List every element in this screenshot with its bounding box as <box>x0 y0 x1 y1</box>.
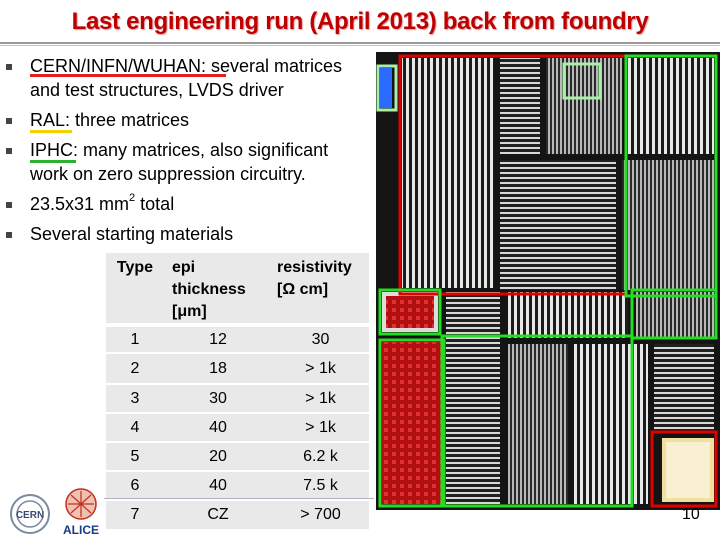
epi-thickness-cell: 40 <box>209 476 227 494</box>
slide-title: Last engineering run (April 2013) back f… <box>71 8 649 35</box>
cern-logo-text: CERN <box>16 510 44 521</box>
page-number: 10 <box>682 506 700 523</box>
highlight-underline-yellow <box>30 130 72 133</box>
footer-divider <box>104 498 374 499</box>
frame-green <box>630 288 718 340</box>
resistivity-cell: 7.5 k <box>303 476 338 494</box>
resistivity-cell: > 1k <box>305 359 336 377</box>
table-row: 5 20 6.2 k <box>106 443 369 470</box>
epi-thickness-cell: 40 <box>209 418 227 436</box>
type-cell: 2 <box>130 359 140 377</box>
type-cell: 5 <box>130 447 140 465</box>
alice-logo-icon: ALICE <box>63 488 99 537</box>
bullet-text-line: 23.5x31 mm2 total <box>30 192 380 216</box>
resistivity-cell: > 1k <box>305 418 336 436</box>
bullet-text-line: RAL: three matrices <box>30 110 190 130</box>
epi-thickness-cell: CZ <box>207 506 229 523</box>
bullet-text-line: work on zero suppression circuitry. <box>30 164 306 184</box>
epi-thickness-cell: 30 <box>209 389 227 407</box>
table-header-row: Type epi thickness [μm] resistivity [Ω c… <box>106 253 369 323</box>
area-value: 23.5x31 mm <box>30 194 130 214</box>
bullet-square-icon <box>6 148 12 154</box>
header-epi-line: epi <box>172 259 196 276</box>
bullet-text-line: CERN/INFN/WUHAN: several matrices <box>30 56 343 76</box>
epi-thickness-cell: 18 <box>209 359 227 377</box>
table-row: 7 CZ > 700 <box>106 501 369 529</box>
type-cell: 1 <box>130 330 140 348</box>
type-cell: 7 <box>130 506 140 523</box>
header-epi-line: thickness <box>172 281 246 298</box>
bullet-text-line: Several starting materials <box>30 224 234 244</box>
header-resistivity: resistivity [Ω cm] <box>272 253 369 323</box>
header-type: Type <box>116 259 154 276</box>
chip-layout-image <box>376 52 720 510</box>
title-divider <box>0 42 720 44</box>
area-exponent: 2 <box>129 192 136 204</box>
resistivity-cell: > 1k <box>305 389 336 407</box>
header-epi-thickness: epi thickness [μm] <box>166 253 270 323</box>
header-res-line: resistivity <box>277 259 352 276</box>
header-res-line: [Ω cm] <box>277 281 329 298</box>
frame-red <box>650 430 718 508</box>
frame-green <box>624 54 718 298</box>
type-cell: 3 <box>130 389 140 407</box>
resistivity-cell: 30 <box>311 330 330 348</box>
resistivity-cell: > 700 <box>300 506 341 523</box>
type-cell: 4 <box>130 418 140 436</box>
resistivity-cell: 6.2 k <box>303 447 338 465</box>
alice-logo-text: ALICE <box>63 523 99 537</box>
chip-layout-drawing <box>376 52 720 510</box>
area-suffix: total <box>135 194 175 214</box>
bullet-text-line: and test structures, LVDS driver <box>30 80 284 100</box>
table-row: 3 30 > 1k <box>106 385 369 412</box>
type-cell: 6 <box>130 476 140 494</box>
epi-thickness-cell: 12 <box>209 330 227 348</box>
frame-lightgreen <box>376 64 398 112</box>
epi-thickness-cell: 20 <box>209 447 227 465</box>
frame-lightgreen <box>562 62 602 100</box>
frame-green <box>378 288 442 336</box>
bullet-square-icon <box>6 202 12 208</box>
highlight-underline-green <box>30 160 76 163</box>
bullet-square-icon <box>6 232 12 238</box>
table-row: 2 18 > 1k <box>106 354 369 383</box>
bullet-square-icon <box>6 64 12 70</box>
header-epi-line: [μm] <box>172 303 207 320</box>
frame-green <box>378 338 446 508</box>
table-row: 1 12 30 <box>106 327 369 352</box>
frame-green <box>440 334 634 508</box>
highlight-underline-red <box>30 74 226 77</box>
cern-logo-icon: CERN <box>10 494 50 534</box>
bullet-text-line: IPHC: many matrices, also significant <box>30 140 329 160</box>
title-divider-shadow <box>0 45 720 46</box>
table-row: 6 40 7.5 k <box>106 472 369 499</box>
bullet-square-icon <box>6 118 12 124</box>
table-row: 4 40 > 1k <box>106 414 369 441</box>
